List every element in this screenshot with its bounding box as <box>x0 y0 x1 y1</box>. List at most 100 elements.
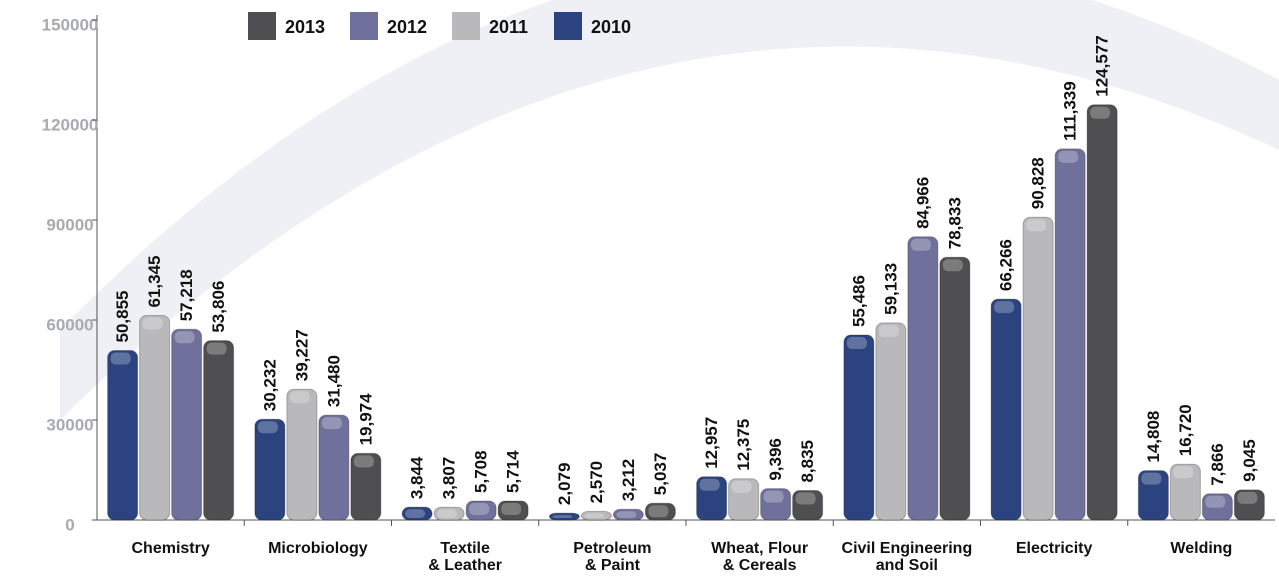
bar-group <box>1201 493 1233 521</box>
bar-highlight <box>257 421 278 434</box>
value-label: 124,577 <box>1093 35 1112 96</box>
bar-group <box>792 490 824 521</box>
x-tick-label: Textile <box>440 540 490 557</box>
bar <box>728 478 760 521</box>
bar-group <box>939 256 971 521</box>
watermark <box>60 0 1279 420</box>
bar-group <box>644 502 676 521</box>
bar <box>318 414 350 521</box>
value-label: 5,037 <box>651 453 670 496</box>
bar <box>1233 489 1265 521</box>
bar <box>1137 470 1169 521</box>
bar <box>612 508 644 521</box>
value-label: 31,480 <box>324 355 343 407</box>
bar-highlight <box>795 492 816 505</box>
bar-group <box>548 512 580 521</box>
x-tick-label: Petroleum <box>573 540 651 557</box>
value-label: 3,844 <box>408 456 427 499</box>
bar <box>644 502 676 521</box>
bar-highlight <box>174 331 195 344</box>
x-tick-label: Microbiology <box>268 540 368 557</box>
bar <box>843 334 875 521</box>
bar-group <box>350 452 382 521</box>
bar <box>1201 493 1233 521</box>
value-label: 90,828 <box>1029 157 1048 209</box>
y-tick-label: 0 <box>65 515 74 534</box>
value-label: 30,232 <box>260 359 279 411</box>
bar-highlight <box>942 259 963 272</box>
bar-group <box>1233 489 1265 521</box>
x-tick-label: and Soil <box>876 557 938 574</box>
bar-group <box>497 500 529 521</box>
bar-highlight <box>1026 219 1047 232</box>
bar <box>286 388 318 521</box>
value-label: 57,218 <box>177 269 196 321</box>
bar-highlight <box>405 509 426 518</box>
bar-highlight <box>1205 495 1226 508</box>
bar-highlight <box>501 502 522 515</box>
value-label: 14,808 <box>1144 411 1163 463</box>
bar-highlight <box>1173 466 1194 479</box>
bar-group <box>728 478 760 521</box>
bar-highlight <box>731 480 752 493</box>
bar-highlight <box>584 513 605 518</box>
bar-group <box>139 315 171 521</box>
bar-highlight <box>846 337 867 350</box>
bar-group <box>1022 216 1054 521</box>
bar-group <box>1086 104 1118 521</box>
value-label: 66,266 <box>997 239 1016 291</box>
bar-highlight <box>289 391 310 404</box>
value-label: 2,570 <box>587 461 606 504</box>
y-tick-label: 60000 <box>46 315 93 334</box>
bar <box>497 500 529 521</box>
legend-label: 2013 <box>285 17 325 37</box>
bar <box>548 512 580 521</box>
legend-swatch <box>350 12 378 40</box>
bar-highlight <box>1141 472 1162 485</box>
bar-highlight <box>110 352 131 365</box>
bar-group <box>612 508 644 521</box>
legend-label: 2012 <box>387 17 427 37</box>
bar-highlight <box>910 238 931 251</box>
bar-group <box>760 488 792 521</box>
y-tick-label: 150000 <box>42 15 99 34</box>
bar <box>350 452 382 521</box>
y-tick-label: 90000 <box>46 215 93 234</box>
bar-highlight <box>206 342 227 355</box>
bar <box>990 298 1022 521</box>
bar <box>907 236 939 521</box>
bar-group <box>1054 148 1086 521</box>
bar <box>1086 104 1118 521</box>
bar-group <box>203 340 235 521</box>
value-label: 3,807 <box>440 457 459 500</box>
bar-highlight <box>1058 150 1079 163</box>
bar <box>254 418 286 521</box>
bar-group <box>107 349 139 521</box>
y-tick-label: 120000 <box>42 115 99 134</box>
bar-highlight <box>648 505 669 518</box>
value-label: 3,212 <box>619 459 638 502</box>
bar-group <box>990 298 1022 521</box>
x-tick-label: Welding <box>1170 540 1232 557</box>
x-tick-label: Chemistry <box>132 540 210 557</box>
value-label: 2,079 <box>555 463 574 506</box>
value-label: 5,714 <box>504 450 523 493</box>
value-label: 9,045 <box>1240 439 1259 482</box>
bar-group <box>1169 463 1201 521</box>
value-label: 19,974 <box>356 393 375 446</box>
bar-highlight <box>878 324 899 337</box>
bar-highlight <box>353 455 374 468</box>
value-label: 53,806 <box>209 281 228 333</box>
bar <box>1054 148 1086 521</box>
bar-highlight <box>994 301 1015 314</box>
value-label: 39,227 <box>292 329 311 381</box>
bar <box>107 349 139 521</box>
x-tick-label: & Paint <box>585 557 641 574</box>
bar-group <box>433 506 465 521</box>
bar-highlight <box>552 515 573 518</box>
bar <box>401 506 433 521</box>
bar-highlight <box>763 490 784 503</box>
bar <box>792 490 824 521</box>
value-label: 9,396 <box>766 438 785 481</box>
